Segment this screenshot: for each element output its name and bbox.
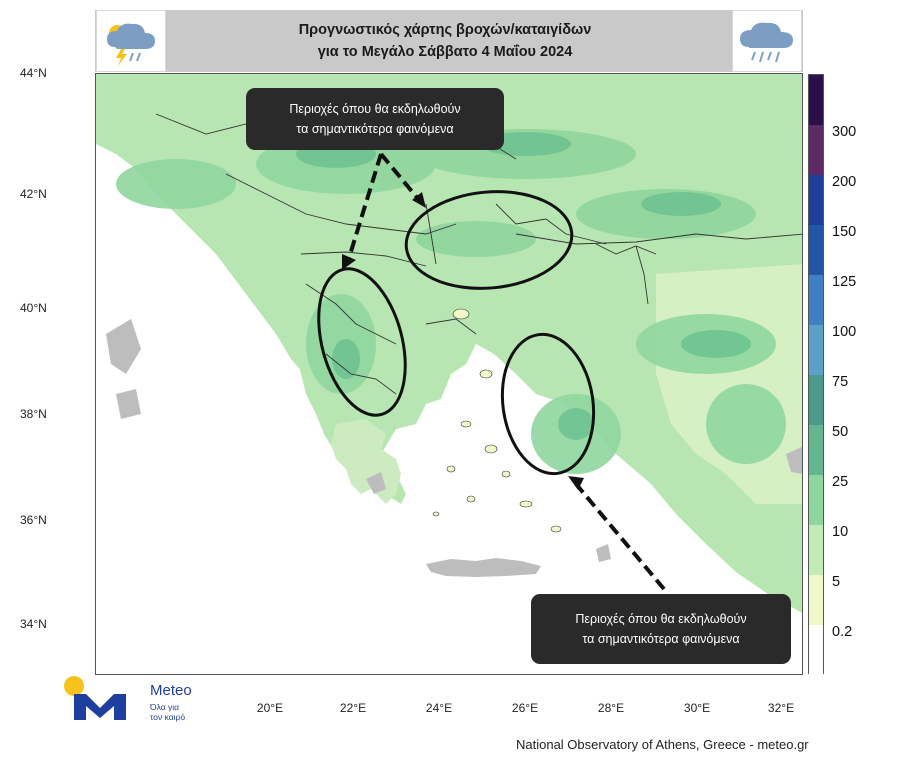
lat-label-44: 44°N [20, 66, 47, 80]
title-bar [95, 10, 803, 72]
callout-bottom: Περιοχές όπου θα εκδηλωθούν τα σημαντικό… [531, 594, 791, 664]
legend-swatch [809, 425, 823, 476]
legend-label-5: 5 [832, 574, 841, 590]
legend-label-200: 200 [832, 174, 857, 190]
lon-label-32: 32°E [767, 701, 795, 715]
meteo-logo-mark [64, 676, 126, 720]
arrow-heads [342, 192, 584, 490]
title-line-1: Προγνωστικός χάρτης βροχών/καταιγίδων [298, 22, 592, 38]
lon-label-30: 30°E [683, 701, 711, 715]
logo-tagline-2: τον καιρό [150, 712, 186, 722]
lon-label-28: 28°E [597, 701, 625, 715]
lon-label-26: 26°E [511, 701, 539, 715]
legend-label-100: 100 [832, 324, 857, 340]
lat-label-36: 36°N [20, 513, 47, 527]
legend-swatch [809, 375, 823, 426]
rain-cloud-icon [732, 10, 802, 72]
callout-top: Περιοχές όπου θα εκδηλωθούν τα σημαντικό… [246, 88, 504, 150]
callout-bottom-line-1: Περιοχές όπου θα εκδηλωθούν [575, 612, 747, 626]
storm-cloud-icon [96, 10, 166, 72]
legend-label-300: 300 [832, 124, 857, 140]
lat-label-42: 42°N [20, 187, 47, 201]
legend-swatch [809, 625, 823, 676]
map-title: Προγνωστικός χάρτης βροχών/καταιγίδων γι… [165, 10, 725, 72]
legend-swatch [809, 225, 823, 276]
callout-bottom-line-2: τα σημαντικότερα φαινόμενα [582, 632, 740, 646]
legend-label-10: 10 [832, 524, 849, 540]
legend-swatch [809, 75, 823, 126]
logo-tagline-1: Όλα για [150, 702, 180, 712]
lon-label-22: 22°E [339, 701, 367, 715]
legend-label-50: 50 [832, 424, 849, 440]
legend-label-75: 75 [832, 374, 849, 390]
crete [426, 558, 541, 577]
title-line-2: για το Μεγάλο Σάββατο 4 Μαΐου 2024 [317, 44, 573, 60]
legend-label-25: 25 [832, 474, 849, 490]
aegean-islands [432, 308, 562, 533]
meteo-logo: Meteo Όλα για τον καιρό [62, 676, 212, 726]
legend-label-150: 150 [832, 224, 857, 240]
callout-top-line-1: Περιοχές όπου θα εκδηλωθούν [289, 102, 461, 116]
precipitation-legend [808, 74, 824, 676]
legend-swatch [809, 125, 823, 176]
highlight-eastern-aegean [500, 332, 596, 476]
legend-swatch [809, 525, 823, 576]
source-credit: National Observatory of Athens, Greece -… [516, 737, 809, 752]
legend-label-0-2: 0.2 [832, 624, 853, 640]
legend-swatch [809, 325, 823, 376]
legend-label-125: 125 [832, 274, 857, 290]
map-canvas [96, 74, 802, 613]
lat-label-34: 34°N [20, 617, 47, 631]
lon-label-20: 20°E [256, 701, 284, 715]
precipitation-map [95, 73, 803, 675]
lon-label-24: 24°E [425, 701, 453, 715]
callout-arrows [347, 152, 666, 591]
lat-label-40: 40°N [20, 301, 47, 315]
grey-terrain [106, 319, 802, 562]
legend-swatch [809, 475, 823, 526]
logo-name: Meteo [150, 682, 192, 699]
logo-tagline: Όλα για τον καιρό [150, 702, 185, 722]
legend-swatch [809, 275, 823, 326]
highlight-thrace [404, 190, 574, 290]
lat-label-38: 38°N [20, 407, 47, 421]
callout-top-line-2: τα σημαντικότερα φαινόμενα [296, 122, 454, 136]
legend-swatch [809, 175, 823, 226]
legend-swatch [809, 575, 823, 626]
